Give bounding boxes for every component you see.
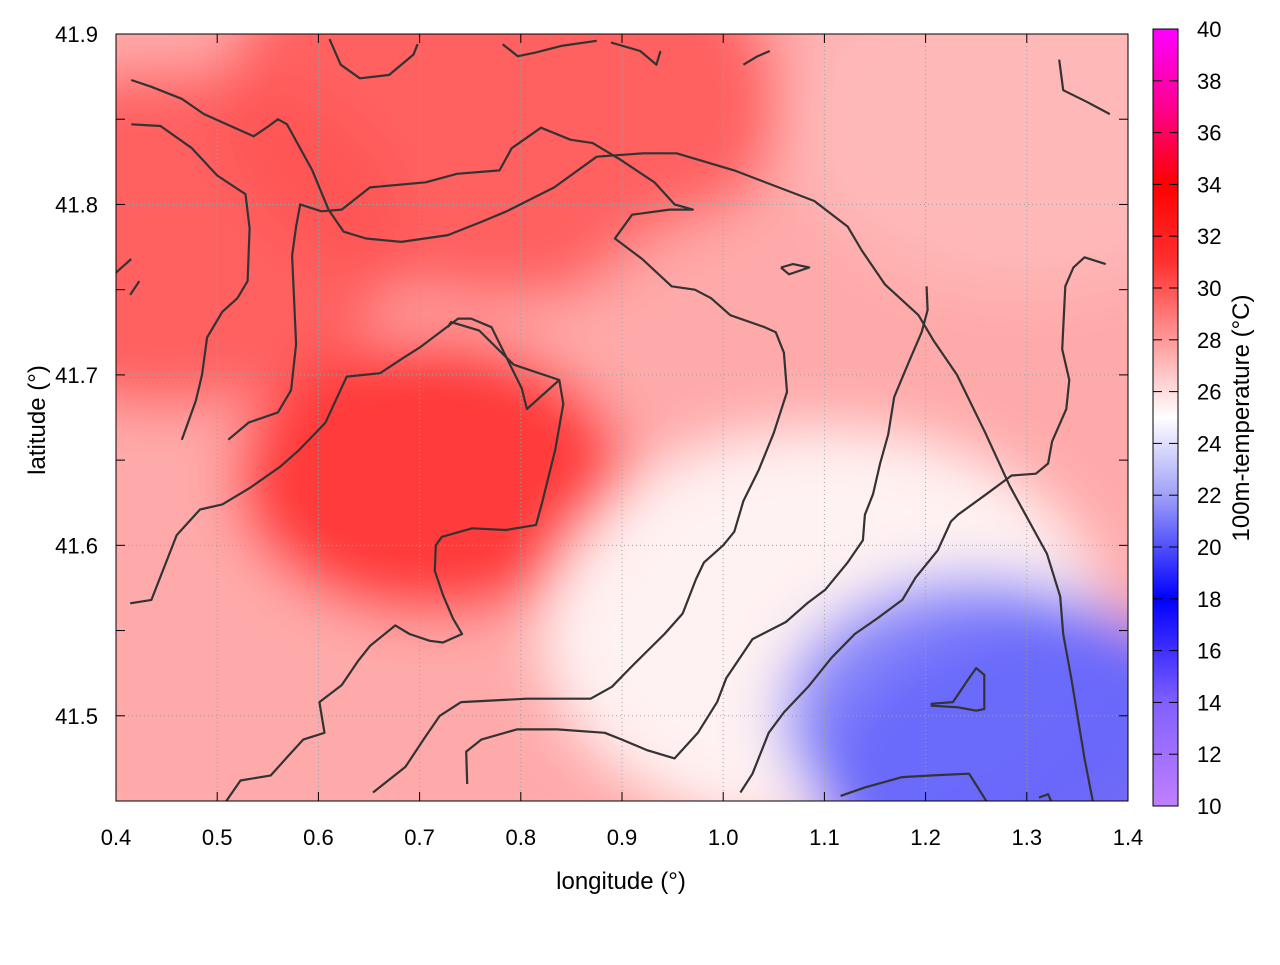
contour-line: [742, 49, 771, 66]
contour-line: [131, 123, 251, 441]
y-tick-label: 41.5: [55, 704, 98, 729]
colorbar-tick-label: 20: [1197, 535, 1221, 560]
x-tick-label: 1.1: [809, 825, 840, 850]
x-tick-label: 1.4: [1113, 825, 1144, 850]
colorbar-tick-label: 18: [1197, 587, 1221, 612]
x-tick-label: 0.4: [101, 825, 132, 850]
contour-line: [465, 286, 929, 785]
colorbar-ticks: 10 12 14 16 18 20 22 24 26 28 30 32 34 36 38 40: [1153, 17, 1221, 819]
x-tick-label: 0.7: [404, 825, 435, 850]
x-tick-label: 0.6: [303, 825, 334, 850]
x-tick-label: 0.8: [506, 825, 537, 850]
y-axis-label: latitude (°): [24, 365, 51, 475]
x-axis: 0.4 0.5 0.6 0.7 0.8 0.9 1.0 1.1 1.2 1.3 1.4: [101, 825, 1144, 850]
grid-lines: [116, 34, 1128, 801]
contour-line: [130, 78, 1094, 801]
colorbar-tick-label: 28: [1197, 328, 1221, 353]
colorbar-tick-label: 26: [1197, 380, 1221, 405]
colorbar-tick-label: 24: [1197, 431, 1221, 456]
y-tick-label: 41.6: [55, 533, 98, 558]
y-axis: 41.5 41.6 41.7 41.8 41.9: [55, 22, 98, 729]
contour-line: [930, 667, 986, 712]
contour-line: [227, 126, 789, 794]
contour-line: [1058, 59, 1111, 116]
colorbar-tick-label: 22: [1197, 483, 1221, 508]
contour-line: [739, 256, 1107, 794]
x-tick-label: 1.0: [708, 825, 739, 850]
axis-ticks: [115, 33, 1129, 802]
field-point: [819, 614, 1128, 801]
colorbar-tick-label: 32: [1197, 224, 1221, 249]
colorbar-tick-label: 34: [1197, 172, 1221, 197]
contour-line: [116, 258, 132, 274]
colorbar: 10 12 14 16 18 20 22 24 26 28 30 32 34 36 38 40: [1152, 17, 1221, 819]
colorbar-tick-label: 10: [1197, 794, 1221, 819]
x-tick-label: 1.2: [910, 825, 941, 850]
x-axis-label: longitude (°): [556, 868, 686, 895]
contour-lines: [116, 38, 1111, 801]
contour-line: [610, 41, 662, 66]
colorbar-tick-label: 16: [1197, 639, 1221, 664]
y-tick-label: 41.9: [55, 22, 98, 47]
colorbar-tick-label: 36: [1197, 121, 1221, 146]
contour-line: [780, 263, 811, 276]
x-tick-label: 0.9: [607, 825, 638, 850]
field-point: [788, 34, 1128, 290]
contour-line: [328, 38, 419, 80]
contour-line: [1038, 793, 1053, 801]
y-tick-label: 41.8: [55, 192, 98, 217]
contour-line: [130, 317, 561, 605]
y-tick-label: 41.7: [55, 363, 98, 388]
colorbar-gradient: [1152, 28, 1179, 807]
colorbar-tick-label: 14: [1197, 690, 1221, 715]
contour-line: [840, 772, 988, 801]
contour-line: [501, 39, 597, 58]
colorbar-tick-label: 30: [1197, 276, 1221, 301]
colorbar-tick-label: 12: [1197, 742, 1221, 767]
colorbar-label: 100m-temperature (°C): [1228, 294, 1255, 541]
colorbar-tick-label: 40: [1197, 17, 1221, 42]
field-point: [577, 200, 970, 481]
contour-line: [225, 321, 565, 801]
x-tick-label: 1.3: [1012, 825, 1043, 850]
contour-line: [129, 280, 141, 296]
colorbar-tick-label: 38: [1197, 69, 1221, 94]
x-tick-label: 0.5: [202, 825, 233, 850]
